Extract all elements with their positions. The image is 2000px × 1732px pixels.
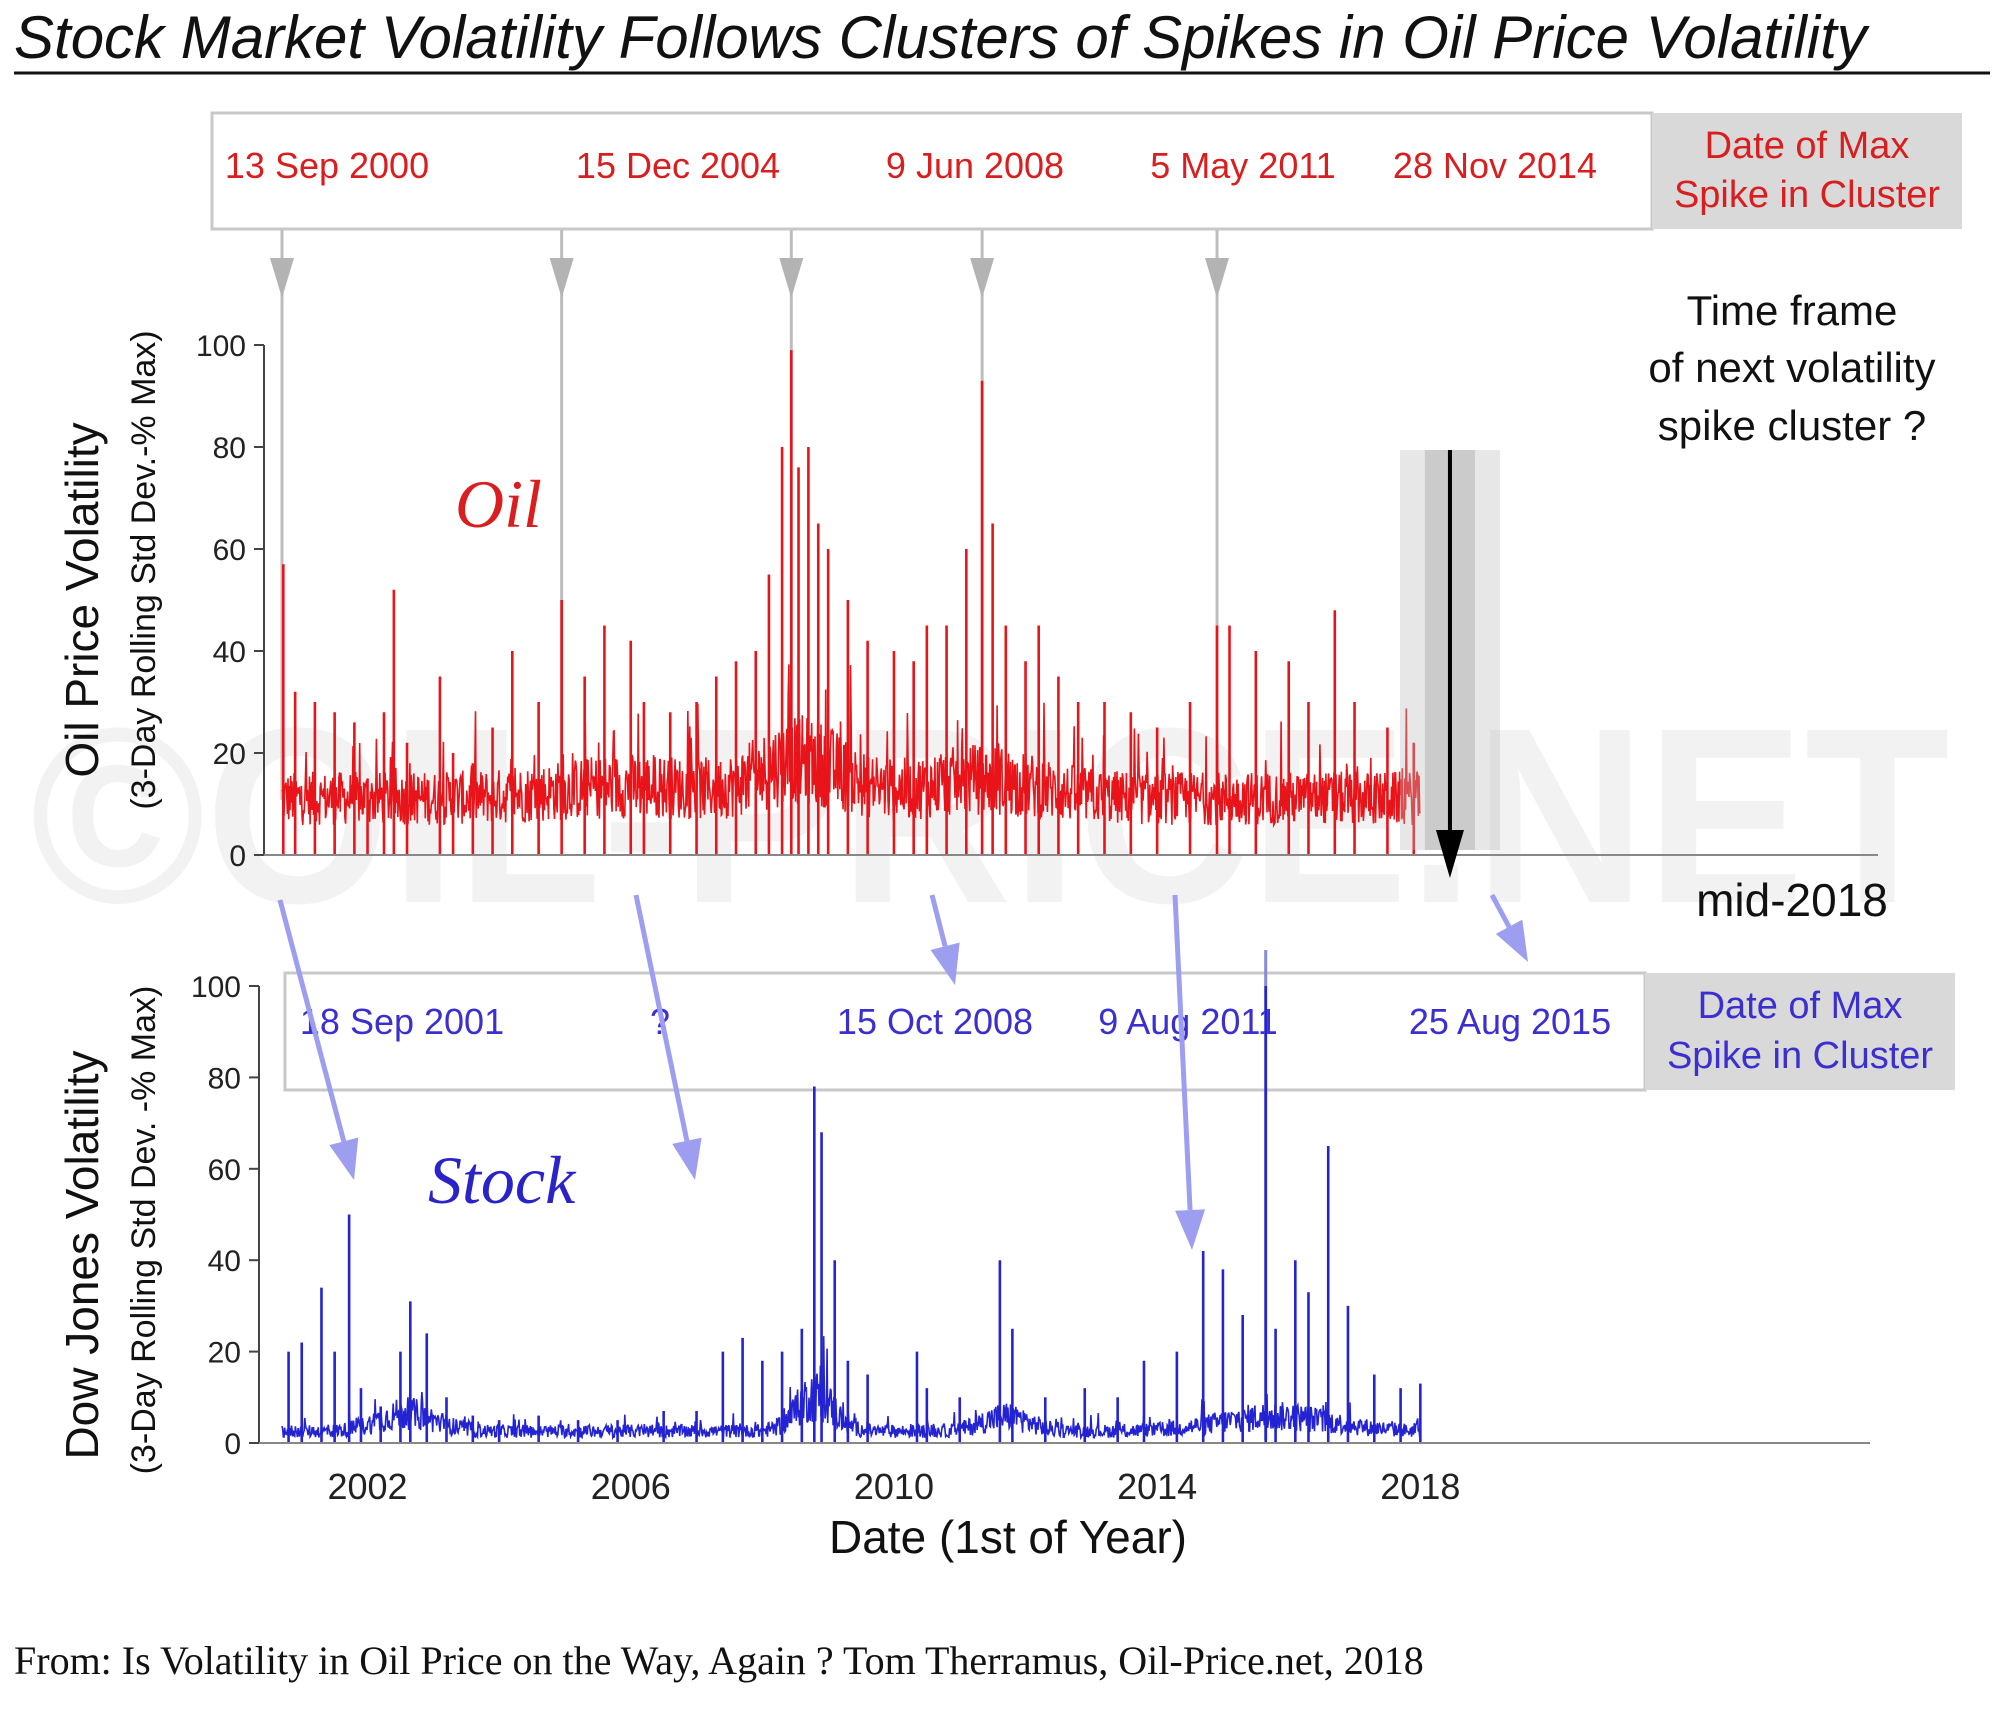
stock-cluster-date-label: 18 Sep 2001: [300, 1001, 504, 1042]
oil-y-tick-label: 80: [213, 432, 246, 465]
x-axis-title: Date (1st of Year): [829, 1511, 1187, 1563]
down-arrow-icon: [549, 258, 574, 298]
down-arrow-icon: [672, 1137, 702, 1180]
x-tick-label: 2014: [1117, 1466, 1197, 1507]
blue-arrow-line: [929, 894, 948, 947]
stock-y-tick-label: 60: [208, 1154, 241, 1187]
stock-y-tick-label: 20: [208, 1337, 241, 1370]
stock-legend-line-1: Date of Max: [1698, 985, 1903, 1027]
x-tick-label: 2002: [327, 1466, 407, 1507]
stock-cluster-date-label: 15 Oct 2008: [837, 1001, 1033, 1042]
oil-cluster-date-label: 13 Sep 2000: [225, 145, 429, 186]
stock-volatility-plot: [281, 986, 1422, 1443]
down-arrow-icon: [779, 258, 804, 298]
blue-arrow-line: [633, 894, 690, 1142]
stock-legend-box: [1645, 973, 1955, 1090]
down-arrow-icon: [270, 258, 294, 298]
down-arrow-icon: [1435, 830, 1464, 878]
stock-y-tick-label: 80: [208, 1062, 241, 1095]
oil-series-label: Oil: [455, 466, 542, 542]
stock-y-axis-title: Dow Jones Volatility: [56, 1050, 108, 1459]
stock-legend-line-2: Spike in Cluster: [1667, 1035, 1933, 1077]
blue-arrow-line: [1172, 894, 1193, 1211]
annotation-line: of next volatility: [1648, 344, 1935, 391]
next-cluster-annotation: Time frame of next volatility spike cluste…: [1399, 287, 1936, 926]
annotation-line: Time frame: [1687, 287, 1898, 334]
stock-cluster-date-label: 9 Aug 2011: [1098, 1001, 1278, 1042]
footer-citation: From: Is Volatility in Oil Price on the …: [14, 1638, 1424, 1683]
watermark: ©OIL-PRICE.NET: [30, 676, 1950, 955]
stock-line: [281, 1336, 1422, 1441]
stock-series-label: Stock: [428, 1142, 577, 1218]
x-tick-label: 2010: [854, 1466, 934, 1507]
stock-y-tick-label: 0: [224, 1428, 241, 1461]
stock-y-axis-subtitle: (3-Day Rolling Std Dev. -% Max): [125, 986, 163, 1475]
oil-legend-line-1: Date of Max: [1705, 125, 1910, 167]
down-arrow-icon: [1495, 919, 1528, 962]
annotation-line: spike cluster ?: [1658, 402, 1926, 449]
oil-cluster-date-label: 28 Nov 2014: [1393, 145, 1597, 186]
stock-cluster-date-label: 25 Aug 2015: [1409, 1001, 1611, 1042]
oil-y-tick-label: 60: [213, 534, 246, 567]
oil-y-tick-label: 20: [213, 738, 246, 771]
oil-legend-line-2: Spike in Cluster: [1674, 174, 1940, 216]
down-arrow-icon: [329, 1137, 359, 1180]
stock-y-tick-label: 40: [208, 1245, 241, 1278]
oil-cluster-date-label: 5 May 2011: [1150, 145, 1335, 186]
oil-y-tick-label: 100: [196, 330, 246, 363]
oil-volatility-plot: [281, 350, 1422, 855]
oil-legend-box: [1652, 113, 1962, 229]
axes: 0 20 40 60 80 100 0 20 40 60 80 100 2002 2006 2010 2014…: [191, 330, 1878, 1507]
stock-y-tick-label: 100: [191, 971, 241, 1004]
x-tick-label: 2006: [591, 1466, 671, 1507]
down-arrow-icon: [930, 942, 960, 985]
oil-cluster-dates: 13 Sep 2000 15 Dec 2004 9 Jun 2008 5 May 20…: [225, 145, 1597, 186]
chart-title: Stock Market Volatility Follows Clusters…: [14, 4, 1871, 71]
oil-y-axis-title: Oil Price Volatility: [56, 422, 108, 777]
blue-arrow-line: [1489, 893, 1512, 928]
stock-date-box: [283, 971, 1647, 1092]
down-arrow-icon: [1175, 1209, 1206, 1250]
oil-cluster-date-label: 15 Dec 2004: [576, 145, 780, 186]
oil-y-tick-label: 40: [213, 636, 246, 669]
oil-y-axis-subtitle: (3-Day Rolling Std Dev.-% Max): [125, 330, 163, 809]
annotation-target-label: mid-2018: [1696, 874, 1888, 926]
oil-y-tick-label: 0: [229, 840, 246, 873]
blue-arrow-line: [277, 899, 347, 1142]
oil-cluster-date-label: 9 Jun 2008: [886, 145, 1064, 186]
x-tick-label: 2018: [1380, 1466, 1460, 1507]
down-arrow-icon: [970, 258, 995, 298]
down-arrow-icon: [1205, 258, 1230, 298]
